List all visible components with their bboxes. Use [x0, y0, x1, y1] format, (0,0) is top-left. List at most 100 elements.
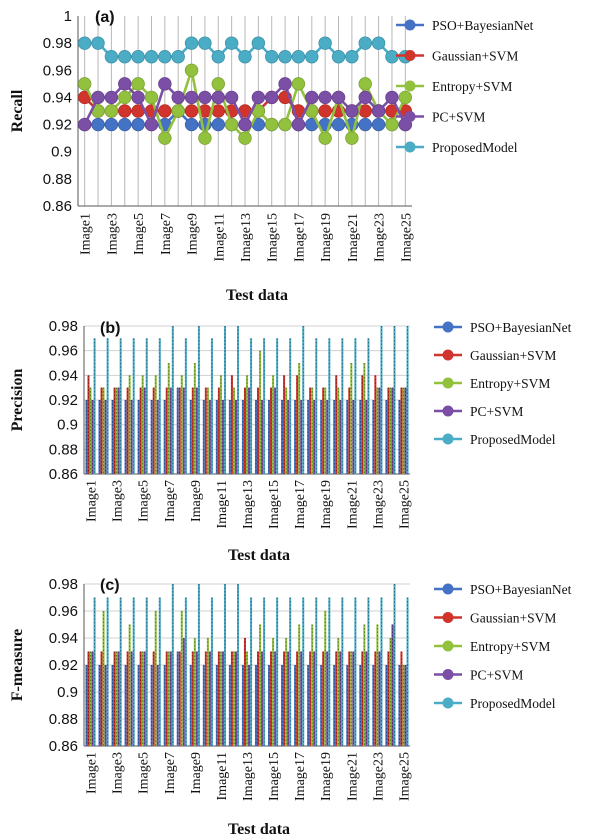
data-point — [211, 117, 225, 132]
bar — [346, 665, 349, 746]
data-point — [318, 36, 332, 50]
bar — [256, 651, 260, 746]
y-tick-label: 0.98 — [43, 35, 72, 52]
x-tick-label: Image7 — [159, 213, 174, 255]
bar — [234, 651, 238, 746]
y-tick-label: 0.94 — [49, 630, 78, 647]
data-point — [345, 131, 359, 145]
data-point — [91, 117, 105, 132]
x-tick-label: Image15 — [266, 213, 281, 262]
bar — [245, 651, 249, 746]
bar — [365, 651, 368, 746]
bar — [339, 400, 342, 474]
y-tick-label: 0.94 — [43, 89, 72, 106]
legend-marker — [442, 697, 454, 709]
bar — [115, 651, 118, 746]
x-tick-label: Image17 — [293, 752, 308, 801]
data-point — [251, 90, 266, 105]
data-point — [358, 36, 372, 50]
bar — [402, 665, 405, 746]
data-point — [278, 117, 292, 132]
bar — [267, 400, 271, 474]
data-point — [104, 50, 119, 64]
bar — [300, 400, 303, 474]
bar — [137, 400, 140, 474]
data-point — [331, 50, 346, 64]
bar — [313, 651, 316, 746]
bar — [378, 651, 381, 746]
bar — [398, 400, 401, 474]
data-point — [77, 36, 92, 50]
x-tick-label: Image21 — [345, 480, 360, 529]
legend-label: PSO+BayesianNet — [432, 18, 534, 33]
bar — [104, 665, 107, 746]
data-point — [331, 90, 346, 105]
y-axis-title: F-measure — [9, 629, 26, 702]
data-point — [131, 77, 145, 91]
data-point — [345, 104, 359, 118]
bar — [372, 400, 375, 474]
data-point — [158, 131, 172, 145]
y-axis-title: Recall — [9, 89, 26, 132]
data-point — [171, 50, 185, 64]
legend-marker — [404, 19, 416, 31]
data-point — [131, 117, 145, 132]
bar — [215, 400, 218, 474]
data-point — [144, 90, 159, 105]
bar — [307, 665, 310, 746]
y-tick-label: 0.88 — [43, 171, 72, 188]
x-tick-label: Image23 — [373, 213, 388, 262]
bar — [137, 665, 140, 746]
bar — [100, 651, 103, 746]
data-point — [77, 77, 92, 91]
legend-marker — [404, 80, 416, 92]
y-tick-label: 0.92 — [49, 657, 78, 674]
data-point — [385, 90, 399, 105]
bar — [156, 400, 159, 474]
bar — [232, 651, 235, 746]
legend-marker — [442, 405, 454, 417]
x-axis-title: Test data — [228, 821, 290, 838]
bar — [287, 400, 290, 474]
bar — [326, 400, 329, 474]
bar — [85, 665, 88, 746]
data-point — [158, 77, 172, 91]
data-point — [291, 117, 306, 132]
data-point — [171, 90, 185, 105]
x-tick-label: Image11 — [215, 752, 230, 800]
bar — [219, 651, 222, 746]
bar — [400, 651, 403, 746]
y-tick-label: 0.92 — [43, 117, 72, 134]
bar — [202, 665, 205, 746]
data-point — [144, 117, 159, 132]
legend-marker — [442, 583, 454, 595]
bar — [208, 400, 211, 474]
bar — [202, 400, 205, 474]
x-tick-label: Image9 — [189, 480, 204, 522]
legend-marker — [442, 433, 454, 445]
x-tick-label: Image1 — [79, 213, 94, 255]
data-point — [238, 117, 252, 132]
x-tick-label: Image11 — [215, 480, 230, 528]
x-tick-label: Image25 — [397, 480, 412, 529]
panel-label: (b) — [100, 320, 120, 337]
x-tick-label: Image21 — [346, 213, 361, 262]
legend-marker — [442, 321, 454, 333]
bar — [98, 400, 101, 474]
legend-label: PSO+BayesianNet — [470, 582, 572, 597]
x-tick-label: Image15 — [267, 480, 282, 529]
bar — [352, 400, 355, 474]
data-point — [358, 90, 372, 105]
data-point — [198, 131, 212, 145]
data-point — [318, 104, 332, 118]
data-point — [224, 117, 239, 132]
data-point — [358, 117, 372, 132]
chart-panel-2: 0.86 0.88 0.9 0.92 0.94 0.96 0.98 Image1 Image3 I… — [9, 576, 572, 838]
bar — [374, 651, 377, 746]
x-tick-label: Image19 — [319, 752, 334, 801]
x-tick-label: Image13 — [239, 213, 254, 262]
bar — [221, 651, 224, 746]
bar — [287, 651, 290, 746]
x-tick-label: Image9 — [189, 752, 204, 794]
data-point — [144, 50, 159, 64]
